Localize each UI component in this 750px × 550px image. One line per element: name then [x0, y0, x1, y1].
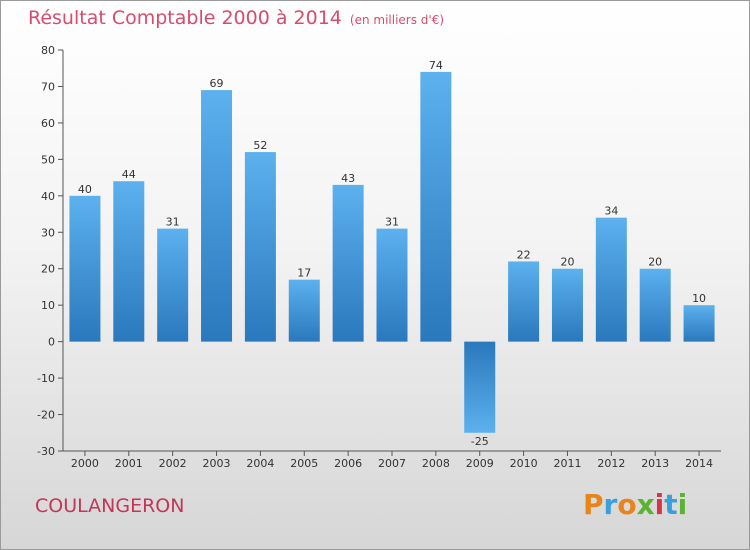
x-tick-label: 2013: [641, 457, 669, 470]
bar-value-label: 31: [385, 216, 399, 229]
bar-value-label: 69: [210, 77, 224, 90]
y-tick-label: 10: [41, 299, 55, 312]
logo-letter: r: [603, 488, 618, 521]
bar: [332, 184, 364, 342]
bar: [683, 305, 715, 342]
logo-letter: P: [583, 488, 604, 521]
bar: [288, 279, 320, 342]
x-tick-label: 2012: [597, 457, 625, 470]
y-tick-label: -30: [37, 445, 55, 458]
bar: [69, 195, 101, 342]
bar-value-label: 17: [297, 267, 311, 280]
logo-letter: o: [617, 488, 637, 521]
x-tick-label: 2005: [290, 457, 318, 470]
bar-value-label: 44: [122, 168, 136, 181]
x-tick-label: 2002: [159, 457, 187, 470]
bar: [420, 71, 452, 342]
y-tick-label: 40: [41, 190, 55, 203]
chart-subtitle: (en milliers d'€): [349, 13, 445, 27]
y-tick-label: 20: [41, 263, 55, 276]
x-tick-label: 2009: [466, 457, 494, 470]
bar: [595, 217, 627, 342]
x-tick-label: 2014: [685, 457, 713, 470]
bar-value-label: 40: [78, 183, 92, 196]
proxiti-logo: Proxiti: [583, 488, 687, 521]
y-tick-label: 70: [41, 80, 55, 93]
bar: [376, 228, 408, 342]
x-tick-label: 2003: [203, 457, 231, 470]
x-tick-label: 2006: [334, 457, 362, 470]
bar-value-label: 22: [517, 248, 531, 261]
logo-letter: t: [664, 488, 678, 521]
logo-letter: x: [636, 488, 655, 521]
bar: [244, 152, 276, 342]
logo-letter: i: [677, 488, 688, 521]
y-tick-label: 80: [41, 44, 55, 57]
y-tick-label: -20: [37, 409, 55, 422]
y-tick-label: 30: [41, 226, 55, 239]
x-tick-label: 2011: [553, 457, 581, 470]
bar: [157, 228, 189, 342]
bar-value-label: 20: [560, 256, 574, 269]
bar-value-label: 10: [692, 292, 706, 305]
x-tick-label: 2004: [246, 457, 274, 470]
bar-value-label: 20: [648, 256, 662, 269]
y-tick-label: 50: [41, 153, 55, 166]
bar: [464, 341, 496, 433]
y-tick-label: 0: [48, 336, 55, 349]
bar: [639, 268, 671, 342]
bar-value-label: 74: [429, 59, 443, 72]
x-tick-label: 2000: [71, 457, 99, 470]
bar: [551, 268, 583, 342]
bar-value-label: 43: [341, 172, 355, 185]
chart-title-text: Résultat Comptable 2000 à 2014: [28, 7, 342, 29]
bar: [201, 90, 233, 342]
x-tick-label: 2008: [422, 457, 450, 470]
x-tick-label: 2010: [510, 457, 538, 470]
logo-letter: i: [654, 488, 665, 521]
y-tick-label: -10: [37, 372, 55, 385]
bar-value-label: 52: [253, 139, 267, 152]
x-tick-label: 2001: [115, 457, 143, 470]
bar-value-label: 31: [166, 216, 180, 229]
bar-value-label: 34: [604, 205, 618, 218]
bar: [508, 261, 540, 342]
y-tick-label: 60: [41, 117, 55, 130]
chart-title: Résultat Comptable 2000 à 2014 (en millie…: [28, 7, 444, 29]
bar-value-label: -25: [471, 435, 489, 448]
town-name: COULANGERON: [35, 495, 185, 517]
x-tick-label: 2007: [378, 457, 406, 470]
bar: [113, 181, 145, 342]
